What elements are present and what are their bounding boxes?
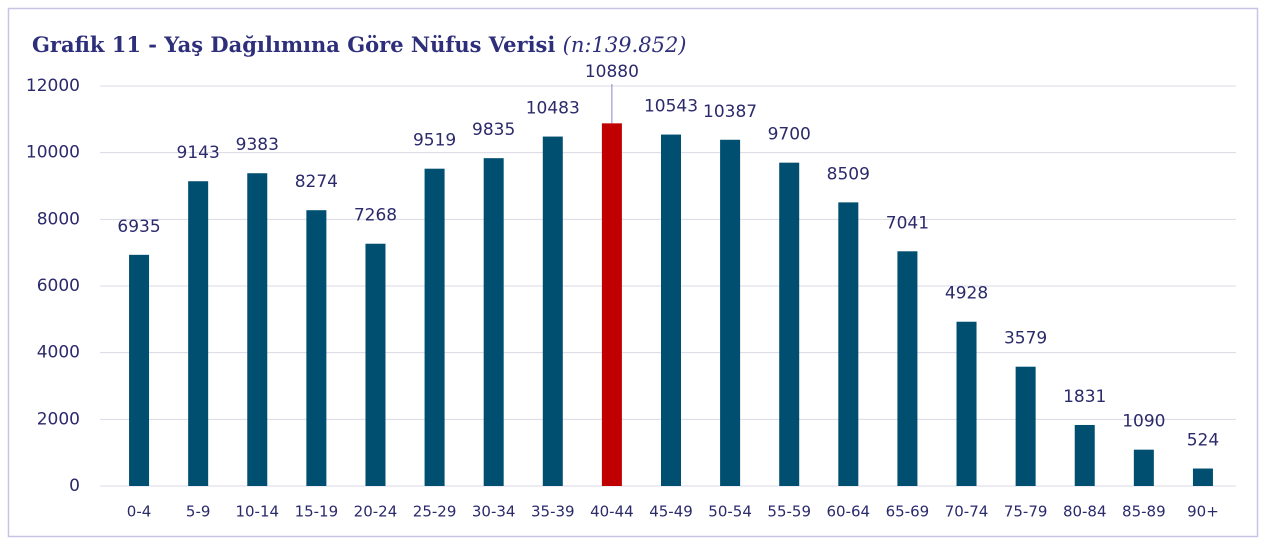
x-tick-label: 75-79 bbox=[1004, 503, 1048, 521]
data-label: 9835 bbox=[472, 120, 515, 140]
x-tick-label: 90+ bbox=[1187, 503, 1219, 521]
data-label: 4928 bbox=[945, 284, 988, 304]
bar bbox=[483, 158, 504, 486]
subtitle: (n:139.852) bbox=[563, 33, 687, 57]
x-tick-label: 60-64 bbox=[827, 503, 871, 521]
x-tick-label: 55-59 bbox=[767, 503, 811, 521]
y-tick-label: 4000 bbox=[37, 343, 80, 363]
x-tick-label: 65-69 bbox=[886, 503, 930, 521]
bar bbox=[1192, 468, 1213, 486]
data-label: 1831 bbox=[1063, 387, 1106, 407]
x-tick-label: 30-34 bbox=[472, 503, 516, 521]
y-tick-label: 12000 bbox=[26, 76, 80, 96]
x-tick-label: 85-89 bbox=[1122, 503, 1166, 521]
x-tick-label: 35-39 bbox=[531, 503, 575, 521]
y-tick-label: 2000 bbox=[37, 409, 80, 429]
x-tick-label: 45-49 bbox=[649, 503, 693, 521]
bar bbox=[1074, 424, 1095, 486]
bar bbox=[424, 168, 445, 486]
x-tick-label: 20-24 bbox=[354, 503, 398, 521]
data-label: 7041 bbox=[886, 213, 929, 233]
x-tick-label: 80-84 bbox=[1063, 503, 1107, 521]
chart-border bbox=[7, 7, 1259, 538]
bar bbox=[542, 136, 563, 487]
bar bbox=[601, 123, 622, 486]
x-tick-label: 70-74 bbox=[945, 503, 989, 521]
data-label: 524 bbox=[1187, 431, 1219, 451]
data-label: 10483 bbox=[526, 99, 580, 119]
data-label: 8509 bbox=[827, 164, 870, 184]
bar bbox=[897, 251, 918, 486]
data-label: 3579 bbox=[1004, 329, 1047, 349]
y-tick-label: 6000 bbox=[37, 276, 80, 296]
data-label: 10543 bbox=[644, 97, 698, 117]
bar bbox=[365, 243, 386, 486]
x-tick-label: 5-9 bbox=[186, 503, 211, 521]
x-tick-label: 0-4 bbox=[127, 503, 152, 521]
data-label: 9383 bbox=[236, 135, 279, 155]
bar bbox=[661, 134, 681, 487]
x-tick-label: 10-14 bbox=[235, 503, 279, 521]
data-label: 6935 bbox=[117, 217, 160, 237]
data-label: 7268 bbox=[354, 206, 397, 226]
x-tick-label: 25-29 bbox=[413, 503, 457, 521]
bar bbox=[129, 254, 150, 486]
data-label: 8274 bbox=[295, 172, 338, 192]
data-label: 9519 bbox=[413, 131, 456, 151]
y-tick-label: 0 bbox=[69, 476, 80, 496]
bar bbox=[720, 139, 741, 486]
data-label: 1090 bbox=[1122, 412, 1165, 432]
bar bbox=[1133, 449, 1154, 486]
bar bbox=[956, 321, 977, 486]
bar bbox=[247, 173, 268, 486]
data-label: 9143 bbox=[177, 143, 220, 163]
bar bbox=[838, 202, 859, 486]
data-label: 9700 bbox=[768, 125, 811, 145]
chart-title: Grafik 11 - Yaş Dağılımına Göre Nüfus Ve… bbox=[32, 32, 687, 57]
bar bbox=[306, 210, 327, 486]
bar bbox=[779, 162, 800, 486]
bar bbox=[1015, 366, 1036, 486]
bar bbox=[188, 181, 209, 486]
title: Grafik 11 - Yaş Dağılımına Göre Nüfus Ve… bbox=[32, 32, 555, 57]
y-tick-label: 8000 bbox=[37, 209, 80, 229]
x-tick-label: 40-44 bbox=[590, 503, 634, 521]
data-label: 10387 bbox=[703, 102, 757, 122]
y-tick-label: 10000 bbox=[26, 143, 80, 163]
x-tick-label: 50-54 bbox=[708, 503, 752, 521]
data-label: 10880 bbox=[585, 62, 639, 82]
x-tick-label: 15-19 bbox=[295, 503, 339, 521]
